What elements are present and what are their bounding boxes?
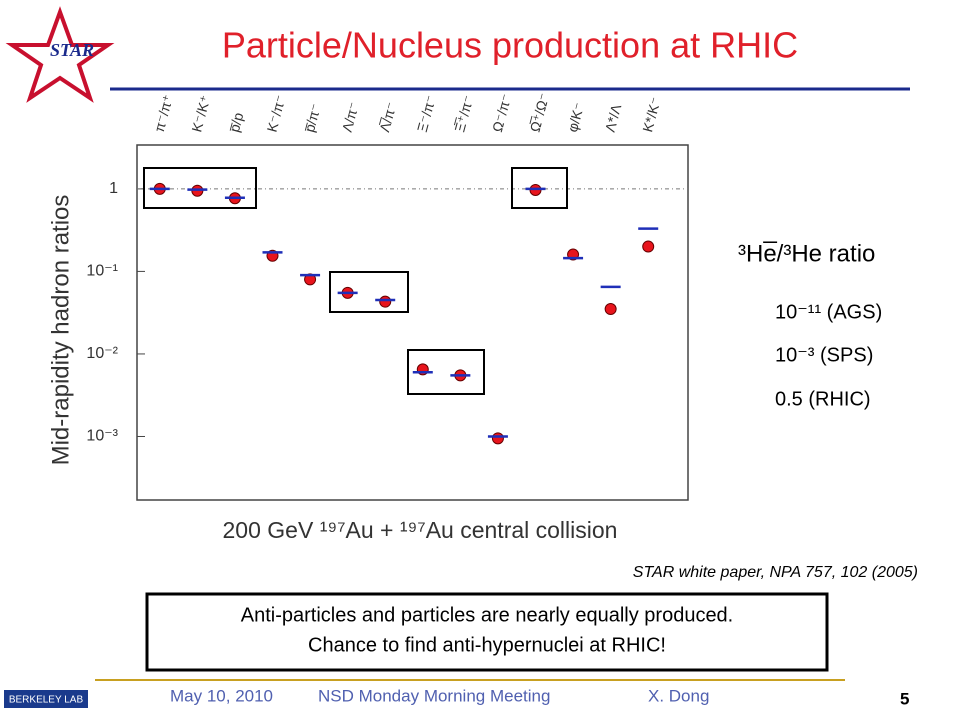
- y-tick-label: 1: [109, 180, 118, 197]
- x-tick-label: φ/K⁻: [564, 101, 587, 134]
- citation: STAR white paper, NPA 757, 102 (2005): [633, 564, 918, 581]
- x-tick-label: Λ*/Λ: [602, 102, 625, 134]
- y-tick-label: 10⁻¹: [86, 263, 118, 280]
- data-point: [491, 432, 504, 445]
- ratio-item: 0.5 (RHIC): [775, 388, 871, 410]
- x-label: 200 GeV ¹⁹⁷Au + ¹⁹⁷Au central collision: [223, 517, 618, 543]
- x-tick-label: Ω⁻/π⁻: [489, 92, 514, 134]
- x-tick-label: Λ̅/π⁻: [376, 100, 399, 133]
- x-tick-label: Ω̅⁺/Ω⁻: [527, 91, 553, 133]
- note-line: Anti-particles and particles are nearly …: [241, 604, 734, 626]
- lab-logo-text: BERKELEY LAB: [9, 695, 84, 706]
- plot-frame: [136, 144, 689, 501]
- data-point: [642, 240, 655, 253]
- x-tick-label: Ξ⁻/π⁻: [414, 93, 439, 133]
- x-tick-label: K⁻/K⁺: [188, 94, 213, 134]
- note-box: [145, 592, 829, 672]
- page-number: 5: [900, 689, 909, 708]
- x-tick-label: Λ/π⁻: [339, 100, 362, 133]
- logo-text: STAR: [50, 40, 94, 60]
- ratio-item: 10⁻³ (SPS): [775, 344, 873, 366]
- x-tick-label: p̅/p: [226, 111, 247, 135]
- footer-date: May 10, 2010: [170, 686, 273, 705]
- y-tick-label: 10⁻³: [86, 428, 118, 445]
- star-logo: [5, 6, 115, 103]
- y-label: Mid-rapidity hadron ratios: [47, 195, 74, 466]
- x-tick-label: K⁻/π⁻: [264, 93, 289, 134]
- data-point: [604, 303, 617, 316]
- ratio-item: 10⁻¹¹ (AGS): [775, 301, 882, 323]
- x-tick-label: K*/K⁻: [639, 95, 664, 133]
- footer-meeting: NSD Monday Morning Meeting: [318, 686, 550, 705]
- highlight-boxes: [143, 167, 568, 395]
- note-line: Chance to find anti-hypernuclei at RHIC!: [308, 634, 666, 656]
- x-tick-label: p̅/π⁻: [301, 102, 324, 135]
- lab-logo: [4, 690, 88, 708]
- data-point: [304, 273, 317, 286]
- x-tick-label: Ξ̅⁺/π⁻: [451, 93, 476, 133]
- data-point: [379, 295, 392, 308]
- footer-author: X. Dong: [648, 686, 709, 705]
- y-tick-label: 10⁻²: [86, 345, 118, 362]
- title: Particle/Nucleus production at RHIC: [222, 25, 798, 66]
- x-tick-label: π⁻/π⁺: [151, 93, 176, 134]
- chart: 1 10⁻¹ 10⁻² 10⁻³ π⁻/π⁺ K⁻/K⁺ p̅/p K⁻/π⁻ p̅/π⁻ Λ/π…: [86, 91, 688, 445]
- ratio-title: ³He̅/³He ratio: [738, 240, 875, 267]
